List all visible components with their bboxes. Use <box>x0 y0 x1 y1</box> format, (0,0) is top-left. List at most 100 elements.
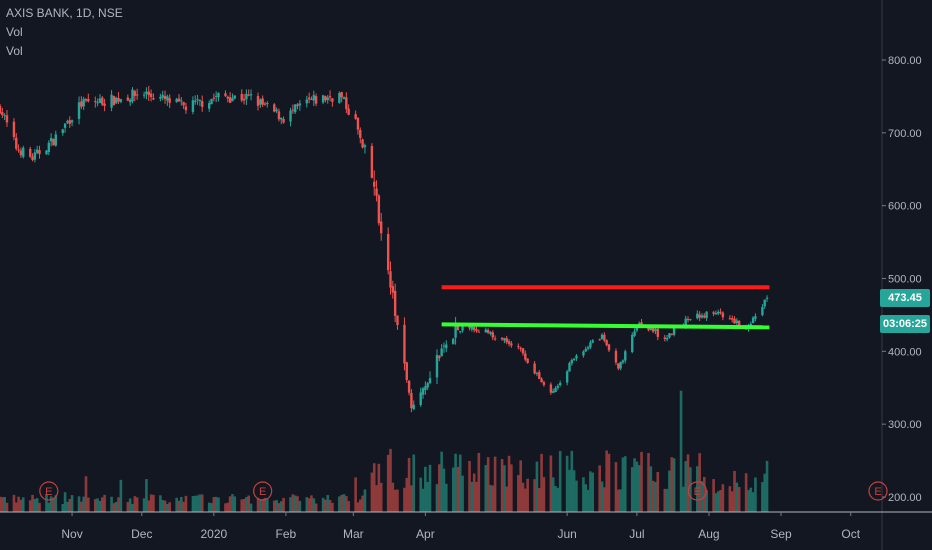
volume-bar <box>117 497 120 512</box>
volume-bar <box>356 502 360 512</box>
candle-body <box>389 271 392 288</box>
candle-body <box>500 337 504 340</box>
volume-bar <box>456 466 460 512</box>
volume-bar <box>70 495 74 512</box>
volume-bar <box>747 490 750 512</box>
volume-bar <box>331 502 334 512</box>
volume-bar <box>568 469 571 512</box>
candle-body <box>207 103 211 109</box>
candle-body <box>440 348 443 357</box>
volume-bar <box>168 502 171 512</box>
candle-body <box>396 315 399 326</box>
price-tick-label: 500.00 <box>888 274 922 286</box>
volume-bar <box>689 467 692 512</box>
candle-body <box>412 404 415 410</box>
candle-body <box>535 372 539 374</box>
volume-bar <box>616 489 620 512</box>
candle-body <box>321 95 325 103</box>
volume-bar <box>363 489 367 512</box>
volume-bar <box>312 498 316 512</box>
volume-bar <box>214 496 218 512</box>
candle-body <box>84 99 88 101</box>
volume-bar <box>419 477 423 512</box>
candle-body <box>735 320 739 324</box>
candle-body <box>133 91 137 96</box>
candle-body <box>452 338 455 345</box>
volume-bars <box>0 390 769 512</box>
candle-body <box>259 99 262 105</box>
time-tick-label: Oct <box>841 527 860 541</box>
volume-bar <box>598 465 601 512</box>
volume-bar <box>307 498 311 512</box>
candle-body <box>470 325 474 330</box>
volume-bar <box>279 501 283 512</box>
candle-body <box>486 329 490 333</box>
candle-body <box>493 338 497 340</box>
volume-bar <box>28 500 32 512</box>
volume-bar <box>293 495 297 512</box>
candle-body <box>575 355 578 359</box>
volume-bar <box>440 451 443 512</box>
volume-bar <box>112 503 116 512</box>
volume-bar <box>82 496 85 512</box>
time-tick-label: Aug <box>698 527 719 541</box>
volume-bar <box>728 486 732 512</box>
volume-bar <box>80 501 83 512</box>
candle-body <box>556 385 560 388</box>
candle-body <box>224 93 227 97</box>
candle-body <box>737 320 741 327</box>
volume-bar <box>393 489 397 512</box>
volume-bar <box>721 484 725 512</box>
time-tick-label: Mar <box>343 527 364 541</box>
candle-body <box>331 98 334 102</box>
volume-bar <box>635 461 639 512</box>
volume-bar <box>542 477 546 512</box>
volume-bar <box>159 495 162 512</box>
candle-body <box>163 95 167 100</box>
volume-bar <box>640 451 643 512</box>
volume-bar <box>38 502 41 512</box>
candle-body <box>280 117 283 120</box>
candle-body <box>393 290 397 316</box>
candle-body <box>135 94 139 96</box>
volume-bar <box>103 494 106 512</box>
volume-bar <box>289 497 292 512</box>
volume-bar <box>533 479 536 512</box>
volume-bar <box>191 496 195 512</box>
volume-bar <box>228 496 232 512</box>
candle-body <box>347 108 350 115</box>
volume-bar <box>668 470 671 512</box>
candle-body <box>356 118 360 130</box>
volume-bar <box>751 492 755 512</box>
candle-body <box>654 329 657 331</box>
time-tick-label: 2020 <box>200 527 227 541</box>
volume-bar <box>377 463 381 512</box>
volume-bar <box>142 498 146 512</box>
earnings-marker <box>687 481 707 501</box>
time-tick-label: Feb <box>276 527 297 541</box>
candle-body <box>605 340 608 346</box>
candle-body <box>517 346 520 348</box>
volume-bar <box>586 489 590 512</box>
candle-body <box>184 106 188 111</box>
candle-body <box>261 98 264 105</box>
candle-body <box>112 96 116 105</box>
volume-bar <box>19 499 23 512</box>
candle-body <box>410 392 413 409</box>
volume-bar <box>259 499 262 512</box>
volume-bar <box>614 462 618 512</box>
candle-body <box>472 326 476 331</box>
volume-bar <box>66 501 69 512</box>
candle-body <box>505 338 508 343</box>
candle-body <box>533 363 536 374</box>
candle-body <box>5 115 9 123</box>
volume-bar <box>621 457 625 512</box>
candle-body <box>201 101 204 107</box>
candle-body <box>66 121 69 123</box>
candle-body <box>540 378 543 383</box>
candle-body <box>468 325 471 329</box>
volume-bar <box>591 472 595 512</box>
candle-body <box>182 102 185 106</box>
candle-body <box>373 181 376 187</box>
